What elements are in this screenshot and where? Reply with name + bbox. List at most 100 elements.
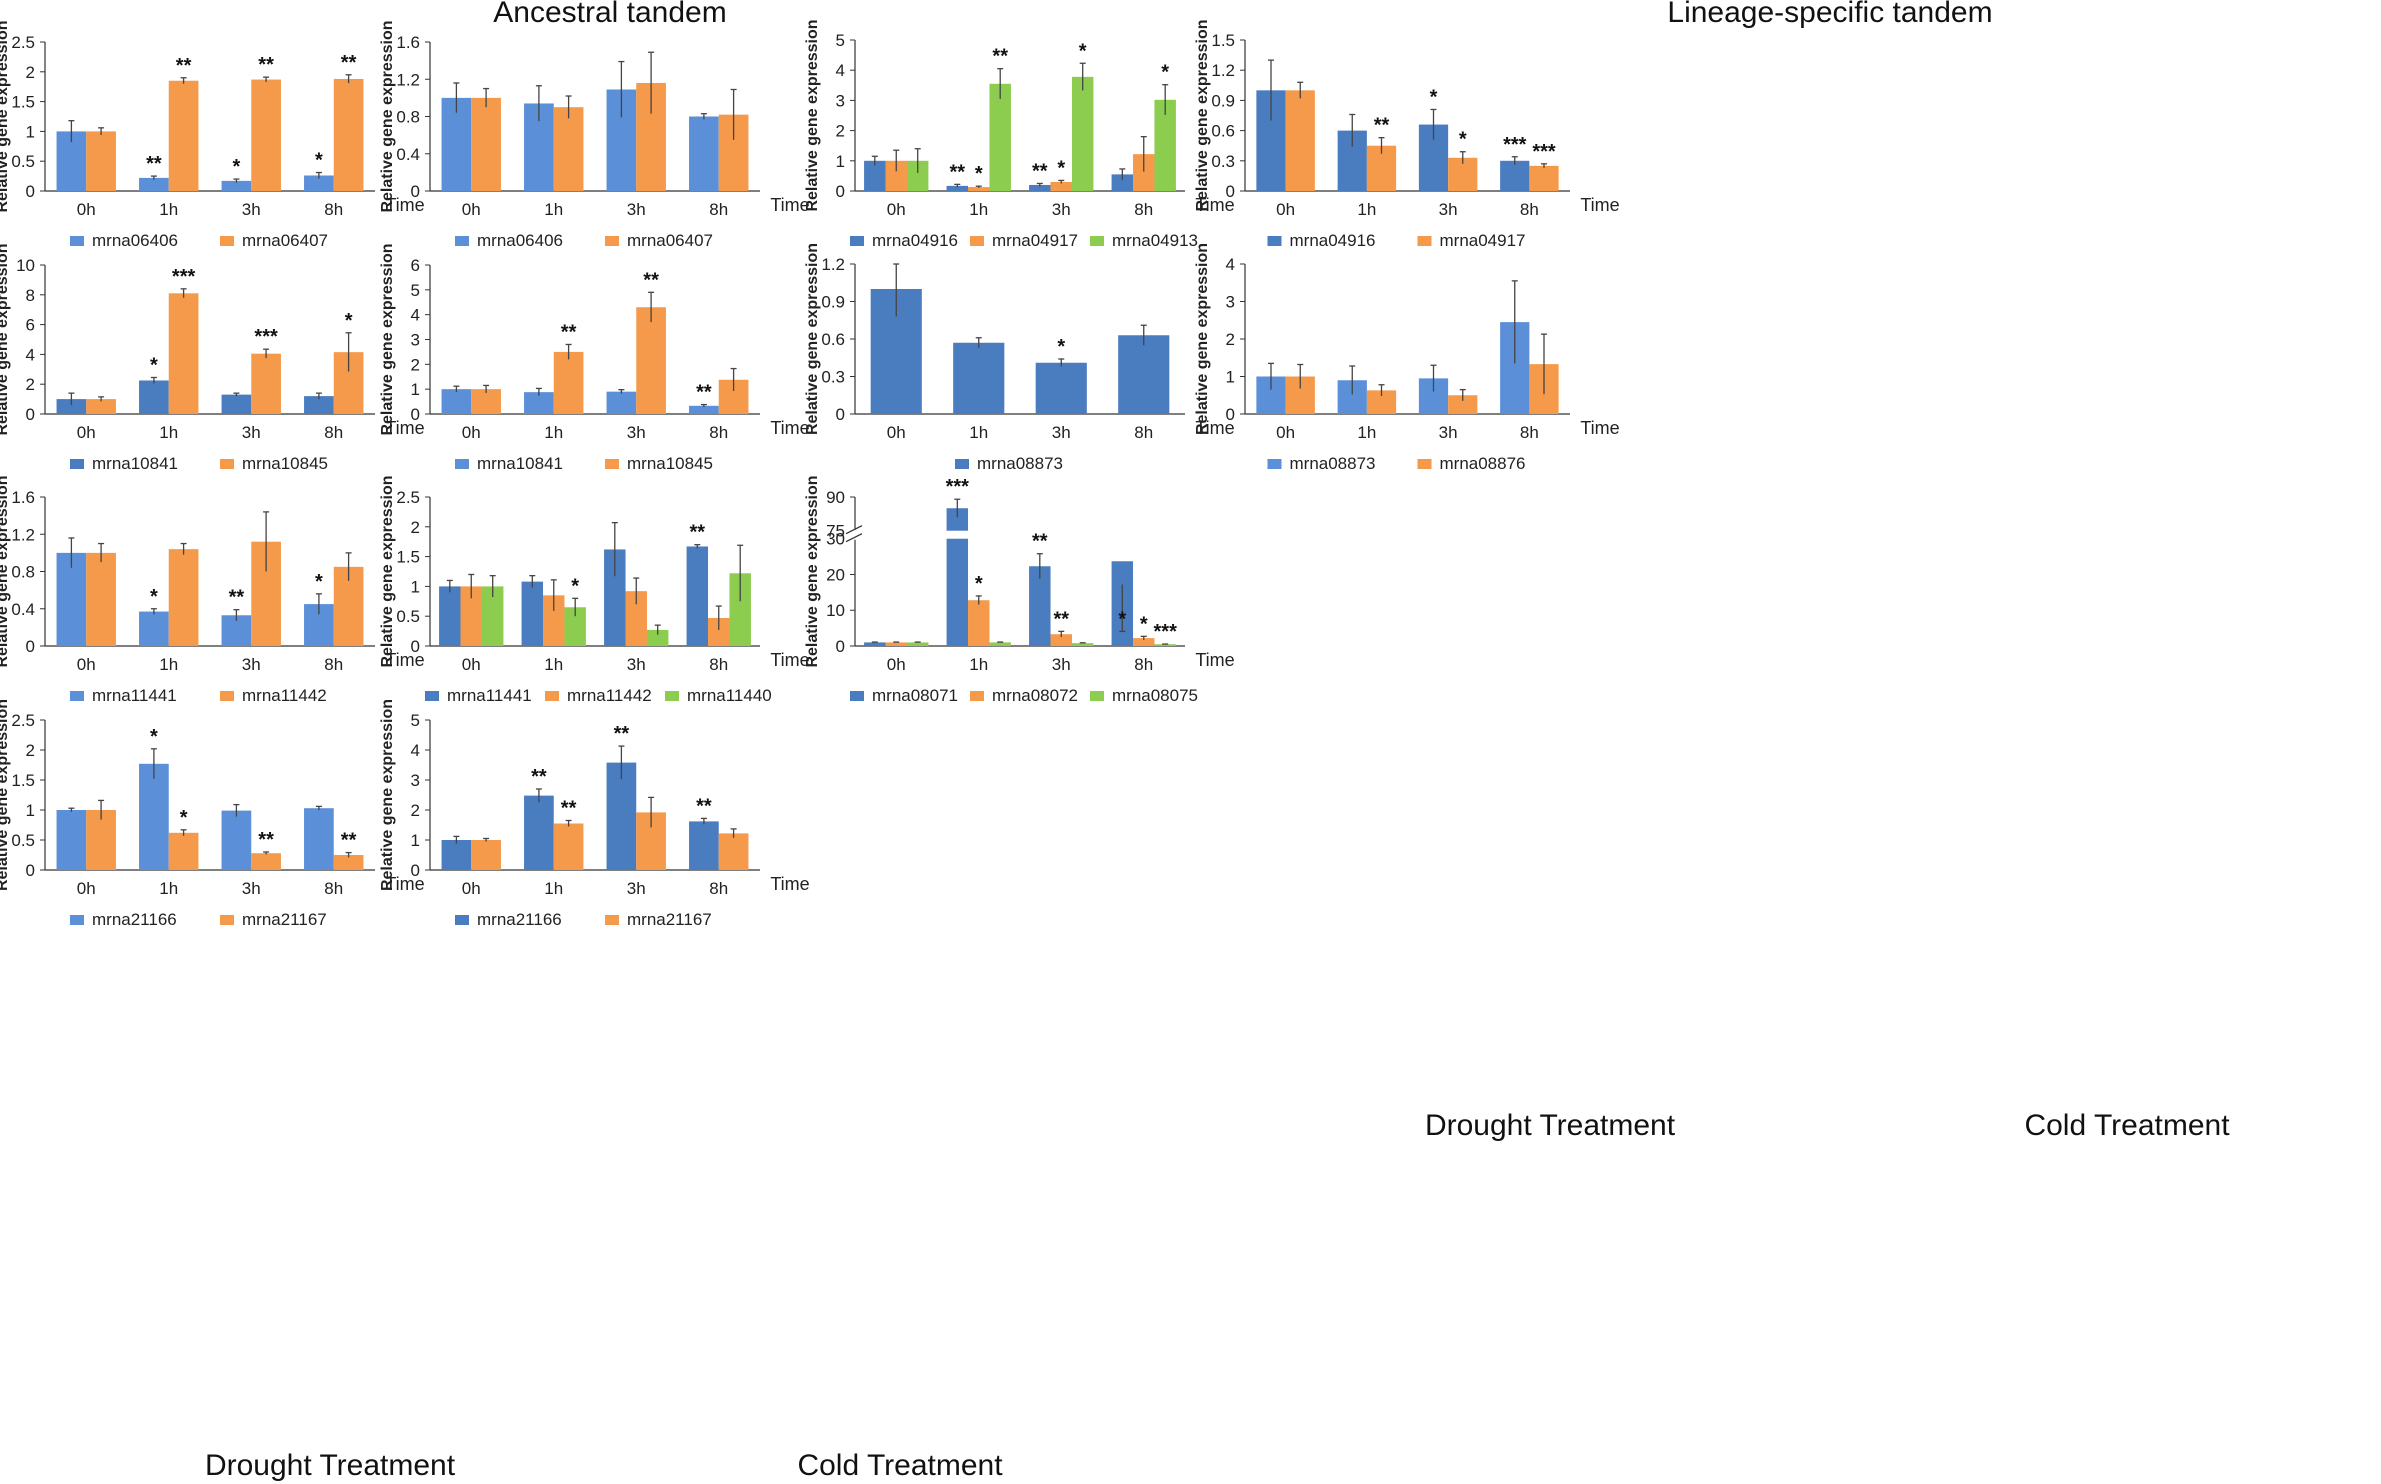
y-axis-title: Relative gene expression <box>804 19 821 211</box>
x-tick-label: 3h <box>627 423 646 442</box>
bar <box>168 832 199 870</box>
significance-label: ** <box>1032 531 1048 553</box>
y-tick-label: 10 <box>826 601 845 620</box>
significance-label: ** <box>696 382 712 404</box>
significance-label: * <box>1459 129 1467 151</box>
legend-swatch <box>605 915 619 925</box>
x-tick-label: 3h <box>1052 200 1071 219</box>
legend-label: mrna08075 <box>1112 686 1198 705</box>
bar <box>864 642 886 646</box>
legend-label: mrna11442 <box>242 686 327 705</box>
y-tick-label: 1.5 <box>396 548 420 567</box>
x-tick-label: 3h <box>627 879 646 898</box>
bar <box>86 810 116 870</box>
y-tick-label: 0 <box>26 637 35 656</box>
y-tick-label: 1.6 <box>11 488 35 507</box>
x-tick-label: 1h <box>1357 200 1376 219</box>
x-axis-title: Time <box>770 418 809 438</box>
significance-label: ** <box>561 798 577 820</box>
y-tick-label: 2.5 <box>11 711 35 730</box>
x-tick-label: 1h <box>159 423 178 442</box>
legend-swatch <box>425 691 439 701</box>
y-tick-label: 2 <box>26 63 35 82</box>
legend-label: mrna10845 <box>242 454 328 473</box>
legend-label: mrna06406 <box>92 231 178 250</box>
bar <box>946 508 969 531</box>
y-tick-label: 0.5 <box>11 831 35 850</box>
significance-label: ** <box>1032 160 1048 182</box>
bar <box>168 80 199 191</box>
y-axis-title: Relative gene expression <box>1194 243 1211 435</box>
legend-label: mrna21166 <box>477 910 562 929</box>
bar <box>304 396 334 414</box>
legend-swatch <box>70 915 84 925</box>
x-axis-title: Time <box>1195 195 1234 215</box>
y-tick-label: 2 <box>26 741 35 760</box>
y-tick-label: 0.3 <box>1211 152 1235 171</box>
legend-label: mrna04917 <box>1440 231 1526 250</box>
bar <box>689 405 719 414</box>
y-tick-label: 3 <box>1226 293 1235 312</box>
bar <box>864 160 886 191</box>
significance-label: * <box>315 150 323 172</box>
y-tick-label: 75 <box>826 522 845 541</box>
bar <box>1133 154 1155 191</box>
x-axis-title: Time <box>1580 195 1619 215</box>
legend-swatch <box>1090 691 1104 701</box>
x-tick-label: 8h <box>324 879 343 898</box>
legend-swatch <box>970 236 984 246</box>
x-tick-label: 8h <box>709 423 728 442</box>
legend-label: mrna10841 <box>477 454 563 473</box>
x-tick-label: 8h <box>709 200 728 219</box>
y-tick-label: 1.2 <box>396 70 420 89</box>
y-tick-label: 0 <box>836 405 845 424</box>
y-tick-label: 1 <box>411 577 420 596</box>
x-tick-label: 1h <box>544 423 563 442</box>
y-tick-label: 0.4 <box>396 145 420 164</box>
bar <box>168 293 199 414</box>
bar <box>139 611 169 646</box>
x-tick-label: 8h <box>1520 423 1539 442</box>
x-axis-title: Time <box>770 195 809 215</box>
significance-label: * <box>180 807 188 829</box>
y-tick-label: 1 <box>26 122 35 141</box>
x-tick-label: 1h <box>544 879 563 898</box>
y-axis-title: Relative gene expression <box>379 699 396 891</box>
bar <box>1448 395 1478 414</box>
significance-label: *** <box>172 266 196 288</box>
bar <box>729 573 751 646</box>
bar <box>471 840 501 870</box>
y-tick-label: 1.2 <box>821 255 845 274</box>
y-tick-label: 4 <box>1226 255 1235 274</box>
legend-label: mrna08072 <box>992 686 1078 705</box>
legend-swatch <box>1267 236 1282 246</box>
legend-swatch <box>220 459 234 469</box>
legend-swatch <box>1090 236 1104 246</box>
heading-cold-treatment-right: Cold Treatment <box>2024 1109 2230 1142</box>
axis-break-mark <box>845 533 863 543</box>
bar <box>221 394 252 414</box>
bar <box>689 821 719 870</box>
bar <box>636 307 666 414</box>
bar <box>906 160 929 191</box>
bar <box>686 546 709 646</box>
significance-label: * <box>1118 608 1126 630</box>
x-tick-label: 3h <box>242 200 261 219</box>
bar <box>251 853 281 870</box>
legend-label: mrna04917 <box>992 231 1078 250</box>
legend-label: mrna08873 <box>1290 454 1376 473</box>
x-tick-label: 0h <box>1276 423 1295 442</box>
bar <box>460 586 482 646</box>
x-axis-title: Time <box>385 195 424 215</box>
bar <box>524 795 554 870</box>
y-tick-label: 0 <box>836 637 845 656</box>
bar <box>86 399 116 414</box>
bar <box>304 808 334 870</box>
y-tick-label: 0 <box>411 637 420 656</box>
y-tick-label: 30 <box>826 530 845 549</box>
chart-panels: 0 0.5 1 1.5 2 2.5 Relative gene expression 0h 1h… <box>0 19 1620 929</box>
y-tick-label: 2.5 <box>396 488 420 507</box>
significance-label: ** <box>696 795 712 817</box>
